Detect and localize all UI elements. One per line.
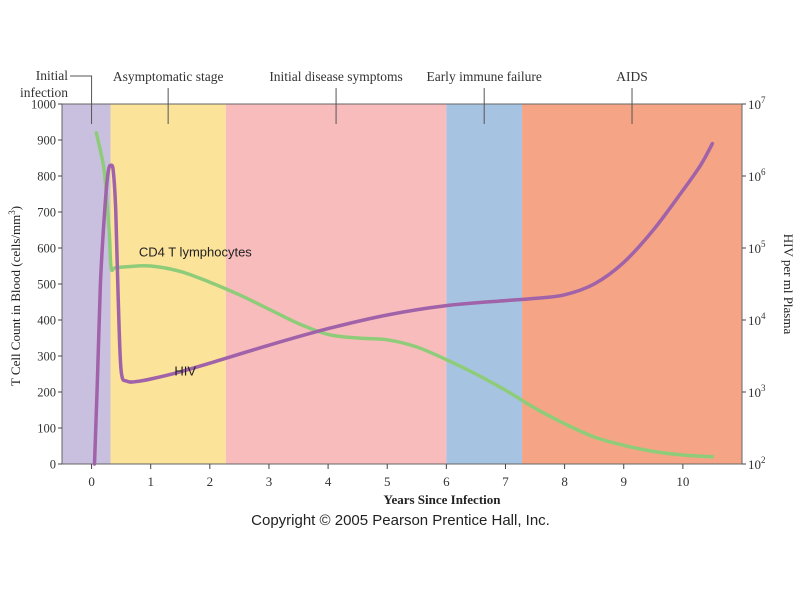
y-right-tick-label: 102	[748, 455, 766, 472]
series-line-cd4-t-lymphocytes	[94, 131, 715, 459]
y-left-tick-label: 100	[37, 422, 56, 436]
x-tick-label: 5	[384, 474, 391, 489]
stage-label-initial-infection-line2: infection	[20, 85, 68, 100]
stage-pointer-initial-infection	[70, 75, 93, 124]
y-left-tick-label: 1000	[31, 98, 56, 112]
x-tick-label: 0	[88, 474, 95, 489]
stage-band-initial-disease-symptoms	[225, 104, 447, 464]
x-tick-label: 6	[443, 474, 450, 489]
x-tick-label: 9	[620, 474, 627, 489]
y-right-axis-title: HIV per ml Plasma	[781, 234, 796, 335]
x-tick-label: 4	[325, 474, 332, 489]
stage-band-early-immune-failure	[446, 104, 523, 464]
y-left-tick-label: 900	[37, 134, 56, 148]
stage-label-early-immune-failure: Early immune failure	[426, 69, 541, 84]
y-left-tick-label: 400	[37, 314, 56, 328]
x-tick-label: 2	[207, 474, 214, 489]
stage-label-aids: AIDS	[616, 69, 648, 84]
y-right-tick-label: 106	[748, 167, 766, 184]
y-left-tick-label: 800	[37, 170, 56, 184]
series-line-hiv	[92, 141, 715, 466]
y-left-axis-title: T Cell Count in Blood (cells/mm3)	[7, 206, 23, 386]
y-left-tick-label: 500	[37, 278, 56, 292]
stage-label-initial-disease-symptoms: Initial disease symptoms	[269, 69, 402, 84]
y-right-tick-label: 103	[748, 383, 766, 400]
x-tick-label: 1	[147, 474, 154, 489]
cd4-annotation: CD4 T lymphocytes	[139, 245, 252, 260]
stage-label-asymptomatic-stage: Asymptomatic stage	[113, 69, 224, 84]
x-tick-label: 10	[676, 474, 689, 489]
x-axis-title: Years Since Infection	[384, 492, 502, 507]
stage-label-initial-infection-line1: Initial	[36, 68, 68, 83]
x-tick-label: 7	[502, 474, 509, 489]
y-left-tick-label: 600	[37, 242, 56, 256]
x-tick-label: 8	[561, 474, 568, 489]
y-right-tick-label: 104	[748, 311, 766, 328]
y-left-tick-label: 300	[37, 350, 56, 364]
y-left-tick-label: 700	[37, 206, 56, 220]
y-left-tick-label: 200	[37, 386, 56, 400]
stage-band-asymptomatic-stage	[110, 104, 226, 464]
x-tick-label: 3	[266, 474, 273, 489]
stage-band-aids	[522, 104, 742, 464]
hiv-annotation: HIV	[174, 363, 196, 378]
y-left-tick-label: 0	[50, 458, 56, 472]
y-right-tick-label: 107	[748, 95, 766, 112]
y-right-tick-label: 105	[748, 239, 766, 256]
copyright-notice: Copyright © 2005 Pearson Prentice Hall, …	[251, 512, 550, 529]
